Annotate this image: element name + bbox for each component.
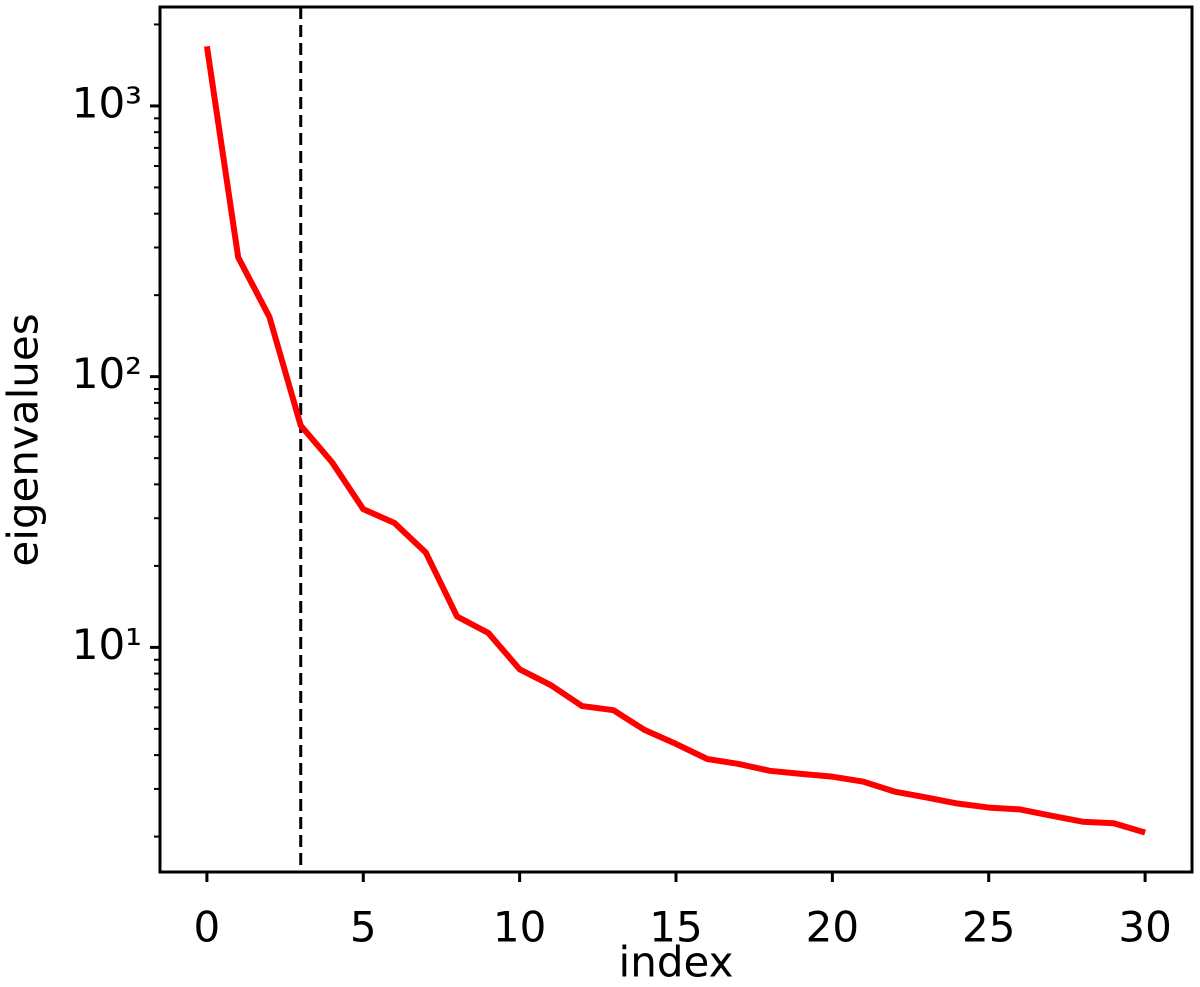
x-tick-label: 25 — [962, 903, 1015, 952]
x-tick-label: 0 — [194, 903, 221, 952]
x-tick-label: 10 — [493, 903, 546, 952]
x-tick-label: 20 — [806, 903, 859, 952]
x-tick-label: 15 — [649, 903, 702, 952]
plot-frame — [158, 5, 1194, 874]
data-line — [203, 45, 1146, 836]
y-tick-label: 10² — [72, 349, 142, 398]
y-tick-label: 10¹ — [72, 620, 142, 669]
y-tick-label: 10³ — [72, 78, 142, 127]
x-tick-label: 5 — [350, 903, 377, 952]
x-axis-label: index — [619, 938, 734, 987]
x-tick-label: 30 — [1118, 903, 1171, 952]
y-axis-label: eigenvalues — [0, 313, 48, 566]
